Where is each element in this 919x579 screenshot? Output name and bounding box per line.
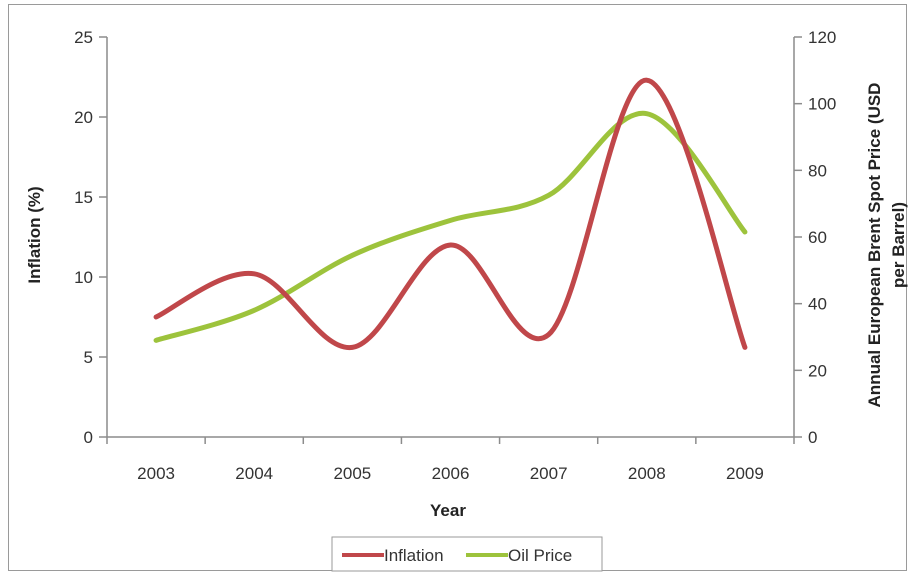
y-right-tick-label: 60 [808, 228, 827, 247]
y-right-tick-label: 0 [808, 428, 817, 447]
legend: Inflation Oil Price [331, 536, 603, 572]
y-right-tick-label: 120 [808, 28, 836, 47]
y-left-tick-label: 10 [74, 268, 93, 287]
y-axis-right-title-line-2: per Barrel) [889, 202, 908, 288]
x-axis-title: Year [430, 501, 466, 520]
y-right-tick-label: 20 [808, 361, 827, 380]
y-right-tick-label: 80 [808, 161, 827, 180]
x-tick-label: 2004 [235, 464, 273, 483]
y-axis-left-title: Inflation (%) [25, 186, 44, 283]
y-left-tick-label: 15 [74, 188, 93, 207]
y-right-tick-label: 100 [808, 95, 836, 114]
y-axis-right-title-line-1: Annual European Brent Spot Price (USD [865, 83, 884, 408]
x-tick-label: 2003 [137, 464, 175, 483]
x-tick-label: 2005 [333, 464, 371, 483]
y-left-tick-label: 25 [74, 28, 93, 47]
legend-label-oil-price: Oil Price [508, 546, 572, 565]
chart-frame [8, 4, 907, 571]
series-line-oil-price [153, 111, 748, 343]
y-right-tick-label: 40 [808, 295, 827, 314]
x-tick-label: 2007 [530, 464, 568, 483]
y-left-tick-label: 5 [84, 348, 93, 367]
series-lines [153, 77, 748, 350]
y-left-tick-label: 20 [74, 108, 93, 127]
y-left-tick-label: 0 [84, 428, 93, 447]
legend-label-inflation: Inflation [384, 546, 444, 565]
axes: 0 5 10 15 20 25 0 20 40 60 80 100 120 2003 2004 2005 200… [74, 28, 836, 483]
x-tick-label: 2006 [432, 464, 470, 483]
x-tick-label: 2008 [628, 464, 666, 483]
series-line-inflation [153, 77, 748, 350]
x-tick-label: 2009 [726, 464, 764, 483]
